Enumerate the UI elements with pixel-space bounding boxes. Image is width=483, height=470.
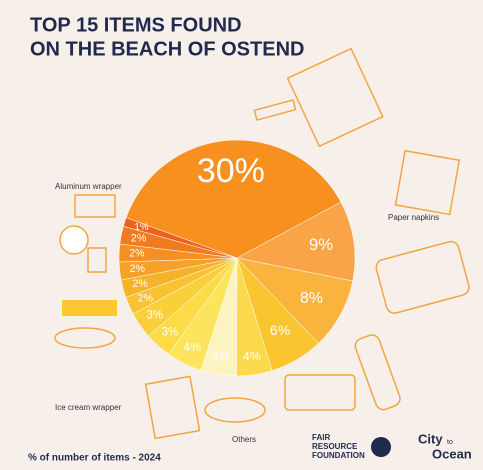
paper xyxy=(144,375,201,440)
annotation: Ice cream wrapper xyxy=(55,403,122,412)
illustrations xyxy=(54,47,470,440)
plate xyxy=(204,397,266,423)
value-label: 3% xyxy=(146,309,163,321)
title-line: TOP 15 ITEMS FOUND xyxy=(30,14,242,36)
cigarette-pack xyxy=(286,47,384,148)
ball xyxy=(59,225,89,255)
annotation: Paper napkins xyxy=(388,213,439,222)
napkin xyxy=(394,149,461,216)
value-label: 30% xyxy=(197,152,265,190)
logos: FAIR RESOURCE FOUNDATION City to Ocean xyxy=(312,431,472,461)
value-label: 4% xyxy=(243,349,261,363)
annotation: Aluminum wrapper xyxy=(55,182,122,191)
footnote: % of number of items - 2024 xyxy=(28,453,161,464)
value-label: 4% xyxy=(183,340,201,354)
basket xyxy=(74,194,116,218)
pie-slice xyxy=(123,217,238,259)
title-line: ON THE BEACH OF OSTEND xyxy=(30,38,304,60)
logo-text: FOUNDATION xyxy=(312,451,365,460)
logo-text: City xyxy=(418,431,443,446)
logo-circle xyxy=(371,437,391,457)
value-label: 2% xyxy=(129,248,145,260)
metal-beverage xyxy=(284,374,356,411)
cigarette xyxy=(253,99,297,121)
pie-slice xyxy=(236,201,356,282)
food-box xyxy=(375,240,470,314)
value-label: 4% xyxy=(212,349,230,363)
value-label: 6% xyxy=(270,322,291,338)
wrapper xyxy=(62,300,117,316)
logo-text: Ocean xyxy=(432,446,472,461)
value-label: 2% xyxy=(131,232,147,244)
value-label: 3% xyxy=(162,327,179,339)
value-label: 2% xyxy=(138,292,154,304)
logo-text: RESOURCE xyxy=(312,442,358,451)
value-label: 2% xyxy=(130,263,146,275)
logo-text: to xyxy=(447,439,453,446)
bottle xyxy=(354,334,401,411)
value-label: 8% xyxy=(300,290,323,307)
lid xyxy=(54,327,116,349)
pie-slice xyxy=(125,139,342,259)
cup xyxy=(87,247,107,273)
annotation: Others xyxy=(232,435,256,444)
value-label: 2% xyxy=(132,278,148,290)
logo-text: FAIR xyxy=(312,433,330,442)
value-label: 9% xyxy=(309,235,333,254)
value-label: 1% xyxy=(134,222,148,233)
